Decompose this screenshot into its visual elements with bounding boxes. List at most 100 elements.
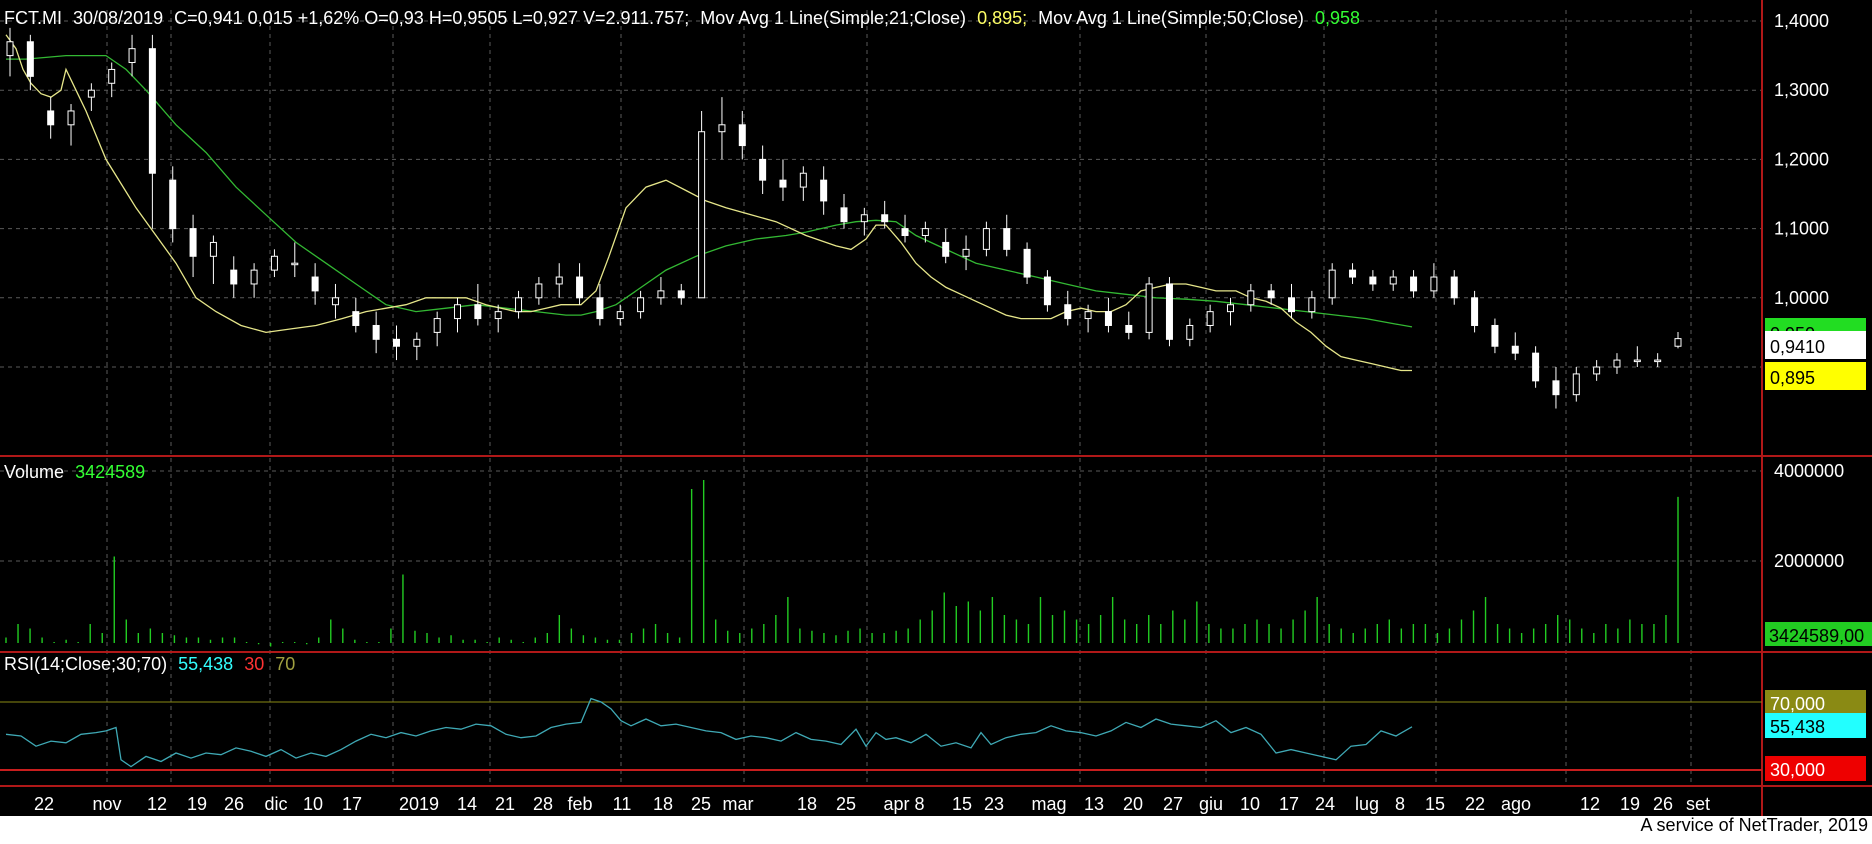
candle-body xyxy=(779,179,787,188)
ma50-legend-value: 0,958 xyxy=(1315,8,1360,28)
candle xyxy=(942,228,950,264)
candle-body xyxy=(1552,380,1560,396)
x-tick-label: set xyxy=(1686,794,1710,814)
chart-background xyxy=(0,0,1872,816)
candle-body xyxy=(1471,297,1479,326)
candle-body xyxy=(1389,276,1397,285)
candle-body xyxy=(67,110,75,126)
ma21-legend-label: Mov Avg 1 Line(Simple;21;Close) xyxy=(700,8,966,28)
x-tick-label: 15 xyxy=(1425,794,1445,814)
candle-body xyxy=(1308,297,1316,313)
x-tick-label: 27 xyxy=(1163,794,1183,814)
candle xyxy=(1165,277,1173,347)
rsi-line xyxy=(5,697,1413,768)
x-tick-label: 26 xyxy=(224,794,244,814)
candle xyxy=(799,166,807,201)
ma50-line xyxy=(6,54,1413,328)
candle xyxy=(576,263,584,305)
candle-body xyxy=(596,297,604,320)
x-tick-label: 18 xyxy=(653,794,673,814)
candle-body xyxy=(148,48,156,174)
price-tick-label: 1,0000 xyxy=(1774,288,1829,308)
candle-body xyxy=(1084,311,1092,320)
x-tick-label: feb xyxy=(567,794,592,814)
candle xyxy=(311,263,319,305)
candle xyxy=(352,297,360,333)
candle-body xyxy=(1349,269,1357,278)
x-tick-label: mag xyxy=(1031,794,1066,814)
candle-body xyxy=(1023,248,1031,278)
candle-body xyxy=(1491,324,1499,347)
candle-body xyxy=(515,297,523,313)
x-tick-label: 11 xyxy=(613,794,632,814)
candle-body xyxy=(860,214,868,223)
candle xyxy=(189,214,197,278)
candle-body xyxy=(698,131,706,299)
candle xyxy=(901,214,909,243)
ma21-line xyxy=(5,34,1412,372)
x-tick-label: 19 xyxy=(1620,794,1640,814)
x-tick-label: 19 xyxy=(187,794,207,814)
candle xyxy=(392,325,400,361)
candle-body xyxy=(759,158,767,181)
candle-body xyxy=(47,110,55,126)
x-tick-label: mar xyxy=(723,794,754,814)
candle-body xyxy=(901,228,909,237)
candle-body xyxy=(942,241,950,257)
candle xyxy=(1023,242,1031,284)
tag-rsi-high: 70,000 xyxy=(1765,690,1866,715)
candle xyxy=(677,283,685,305)
candle-body xyxy=(26,41,34,77)
candle xyxy=(291,242,299,278)
candle-body xyxy=(921,228,929,237)
x-tick-label: 15 xyxy=(952,794,972,814)
candle xyxy=(1186,318,1194,347)
candle xyxy=(331,283,339,319)
candle xyxy=(1043,270,1051,312)
candle xyxy=(1532,346,1540,388)
candle xyxy=(921,221,929,243)
candle xyxy=(840,194,848,229)
x-tick-label: 24 xyxy=(1315,794,1335,814)
x-tick-label: 23 xyxy=(984,794,1004,814)
volume-label: Volume xyxy=(4,462,64,482)
tag-rsi-value-text: 55,438 xyxy=(1770,717,1825,737)
candle-body xyxy=(1511,345,1519,354)
x-tick-label: 28 xyxy=(533,794,553,814)
rsi-low-label: 30 xyxy=(244,654,264,674)
candle-body xyxy=(555,276,563,285)
candle xyxy=(1471,290,1479,333)
x-tick-label: lug xyxy=(1355,794,1379,814)
candle-body xyxy=(454,304,462,320)
candle xyxy=(1430,263,1438,298)
candle xyxy=(698,110,706,299)
tag-rsi-low-text: 30,000 xyxy=(1770,760,1825,780)
candle-body xyxy=(1593,366,1601,375)
candle-body xyxy=(576,276,584,299)
candle-body xyxy=(1572,373,1580,396)
rsi-label: RSI(14;Close;30;70) xyxy=(4,654,167,674)
candle xyxy=(555,263,563,298)
candle-body xyxy=(1186,324,1194,340)
candle-body xyxy=(962,248,970,257)
candle xyxy=(270,249,278,278)
candle-body xyxy=(1064,304,1072,320)
candle xyxy=(128,34,136,77)
candle xyxy=(47,97,55,139)
candle xyxy=(718,97,726,160)
candle-body xyxy=(433,318,441,333)
candle-body xyxy=(820,179,828,202)
volume-header: Volume 3424589 xyxy=(4,462,145,482)
candle xyxy=(535,277,543,305)
candle xyxy=(657,277,665,305)
candle-body xyxy=(230,269,238,285)
candle xyxy=(1288,283,1296,319)
candle-body xyxy=(1043,276,1051,306)
candle-body xyxy=(1613,359,1621,368)
candle-body xyxy=(6,41,14,57)
candle-body xyxy=(677,290,685,299)
candle xyxy=(1389,270,1397,291)
candle xyxy=(1104,297,1112,333)
candle xyxy=(1613,353,1621,374)
